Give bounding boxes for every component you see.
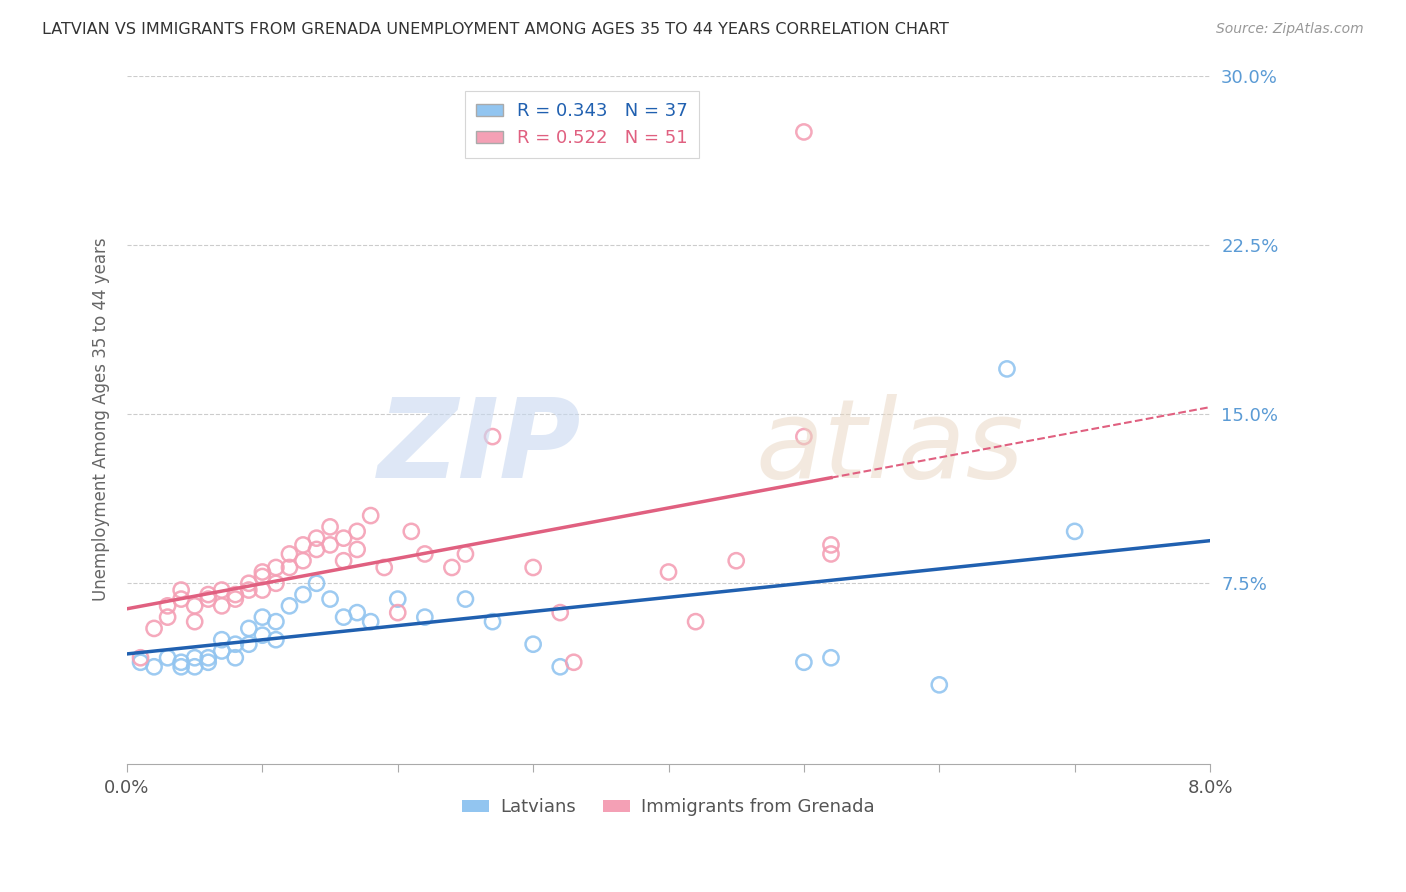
- Point: [211, 599, 233, 613]
- Point: [319, 592, 342, 607]
- Point: [170, 660, 193, 674]
- Point: [346, 542, 368, 557]
- Point: [278, 547, 301, 561]
- Point: [548, 606, 571, 620]
- Y-axis label: Unemployment Among Ages 35 to 44 years: Unemployment Among Ages 35 to 44 years: [93, 238, 110, 601]
- Point: [238, 582, 260, 597]
- Point: [211, 582, 233, 597]
- Point: [548, 660, 571, 674]
- Point: [264, 560, 287, 574]
- Point: [252, 582, 274, 597]
- Text: ZIP: ZIP: [378, 393, 582, 500]
- Point: [346, 606, 368, 620]
- Point: [291, 554, 314, 568]
- Point: [413, 547, 436, 561]
- Point: [820, 547, 842, 561]
- Point: [156, 610, 179, 624]
- Point: [224, 650, 246, 665]
- Point: [211, 632, 233, 647]
- Point: [1063, 524, 1085, 539]
- Point: [183, 615, 205, 629]
- Text: Source: ZipAtlas.com: Source: ZipAtlas.com: [1216, 22, 1364, 37]
- Point: [170, 655, 193, 669]
- Point: [291, 538, 314, 552]
- Point: [183, 660, 205, 674]
- Point: [238, 622, 260, 636]
- Point: [252, 569, 274, 583]
- Point: [252, 610, 274, 624]
- Point: [562, 655, 585, 669]
- Text: atlas: atlas: [755, 393, 1024, 500]
- Point: [481, 429, 503, 443]
- Point: [373, 560, 395, 574]
- Point: [793, 429, 815, 443]
- Point: [319, 538, 342, 552]
- Point: [264, 615, 287, 629]
- Point: [657, 565, 679, 579]
- Point: [454, 592, 477, 607]
- Point: [143, 660, 166, 674]
- Point: [170, 582, 193, 597]
- Point: [224, 592, 246, 607]
- Point: [360, 508, 382, 523]
- Point: [156, 650, 179, 665]
- Point: [305, 576, 328, 591]
- Point: [928, 678, 950, 692]
- Point: [522, 560, 544, 574]
- Point: [346, 524, 368, 539]
- Point: [291, 588, 314, 602]
- Point: [278, 599, 301, 613]
- Point: [332, 610, 354, 624]
- Point: [725, 554, 748, 568]
- Point: [319, 520, 342, 534]
- Point: [332, 554, 354, 568]
- Point: [143, 622, 166, 636]
- Legend: Latvians, Immigrants from Grenada: Latvians, Immigrants from Grenada: [456, 791, 882, 823]
- Point: [197, 655, 219, 669]
- Point: [481, 615, 503, 629]
- Point: [224, 588, 246, 602]
- Point: [685, 615, 707, 629]
- Point: [252, 565, 274, 579]
- Point: [360, 615, 382, 629]
- Point: [197, 650, 219, 665]
- Point: [387, 592, 409, 607]
- Point: [413, 610, 436, 624]
- Point: [793, 125, 815, 139]
- Point: [401, 524, 423, 539]
- Point: [197, 588, 219, 602]
- Point: [252, 628, 274, 642]
- Point: [238, 637, 260, 651]
- Point: [820, 538, 842, 552]
- Point: [170, 592, 193, 607]
- Point: [305, 531, 328, 545]
- Point: [278, 560, 301, 574]
- Point: [264, 632, 287, 647]
- Point: [332, 531, 354, 545]
- Point: [238, 576, 260, 591]
- Point: [454, 547, 477, 561]
- Point: [387, 606, 409, 620]
- Point: [183, 599, 205, 613]
- Point: [522, 637, 544, 651]
- Point: [820, 650, 842, 665]
- Point: [995, 362, 1018, 376]
- Point: [305, 542, 328, 557]
- Point: [197, 592, 219, 607]
- Point: [183, 650, 205, 665]
- Point: [211, 644, 233, 658]
- Point: [224, 637, 246, 651]
- Text: LATVIAN VS IMMIGRANTS FROM GRENADA UNEMPLOYMENT AMONG AGES 35 TO 44 YEARS CORREL: LATVIAN VS IMMIGRANTS FROM GRENADA UNEMP…: [42, 22, 949, 37]
- Point: [129, 650, 152, 665]
- Point: [264, 576, 287, 591]
- Point: [156, 599, 179, 613]
- Point: [440, 560, 463, 574]
- Point: [129, 655, 152, 669]
- Point: [793, 655, 815, 669]
